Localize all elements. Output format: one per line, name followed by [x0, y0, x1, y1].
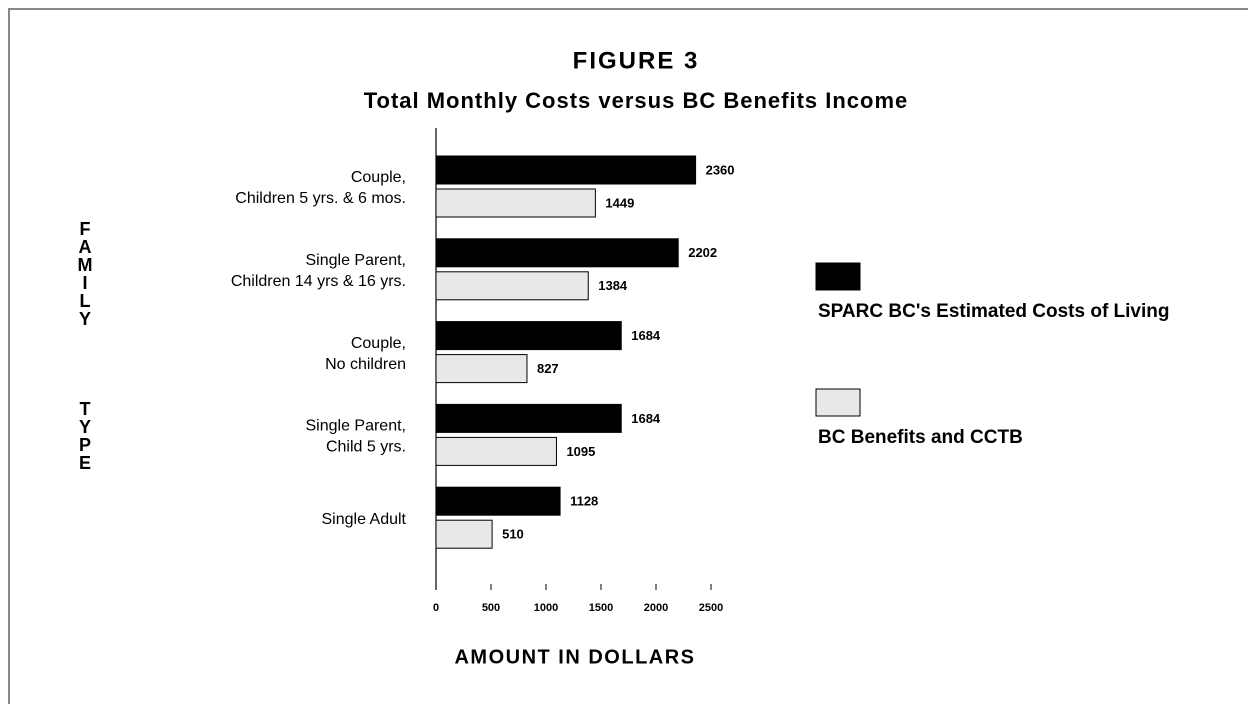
bar — [435, 155, 697, 185]
data-label: 1684 — [631, 328, 661, 343]
x-tick-label: 2000 — [644, 602, 668, 614]
y-tick-label: Single Parent, — [305, 252, 406, 269]
bar — [435, 519, 493, 549]
y-tick-label: Couple, — [351, 335, 406, 352]
frame — [8, 8, 1248, 704]
legend-swatch — [815, 262, 861, 291]
bar — [435, 271, 589, 301]
x-tick-label: 1500 — [589, 602, 613, 614]
y-tick-label: Children 14 yrs & 16 yrs. — [231, 273, 406, 290]
x-axis-label: AMOUNT IN DOLLARS — [454, 646, 695, 668]
data-label: 827 — [537, 361, 559, 376]
chart-subtitle: Total Monthly Costs versus BC Benefits I… — [364, 88, 909, 113]
y-tick-label: Single Adult — [321, 511, 406, 528]
data-label: 2202 — [688, 245, 717, 260]
bar — [435, 354, 528, 384]
data-label: 1095 — [566, 444, 595, 459]
chart-title: FIGURE 3 — [573, 47, 700, 74]
y-tick-label: No children — [325, 356, 406, 373]
legend-label: SPARC BC's Estimated Costs of Living — [818, 301, 1170, 322]
x-tick-label: 500 — [482, 602, 500, 614]
legend-swatch — [815, 388, 861, 417]
y-tick-label: Children 5 yrs. & 6 mos. — [235, 190, 406, 207]
bar — [435, 403, 622, 433]
bar — [435, 321, 622, 351]
x-tick-label: 0 — [433, 602, 439, 614]
y-tick-label: Couple, — [351, 169, 406, 186]
y-tick-label: Child 5 yrs. — [326, 439, 406, 456]
legend-label: BC Benefits and CCTB — [818, 427, 1023, 448]
data-label: 510 — [502, 527, 524, 542]
bar — [435, 188, 596, 218]
data-label: 1449 — [605, 195, 634, 210]
x-tick-label: 2500 — [699, 602, 723, 614]
bar — [435, 486, 561, 516]
y-tick-label: Single Parent, — [305, 418, 406, 435]
bar — [435, 436, 557, 466]
data-label: 2360 — [706, 162, 735, 177]
data-label: 1384 — [598, 278, 628, 293]
data-label: 1128 — [570, 494, 598, 509]
data-label: 1684 — [631, 411, 661, 426]
x-tick-label: 1000 — [534, 602, 558, 614]
bar — [435, 238, 679, 268]
